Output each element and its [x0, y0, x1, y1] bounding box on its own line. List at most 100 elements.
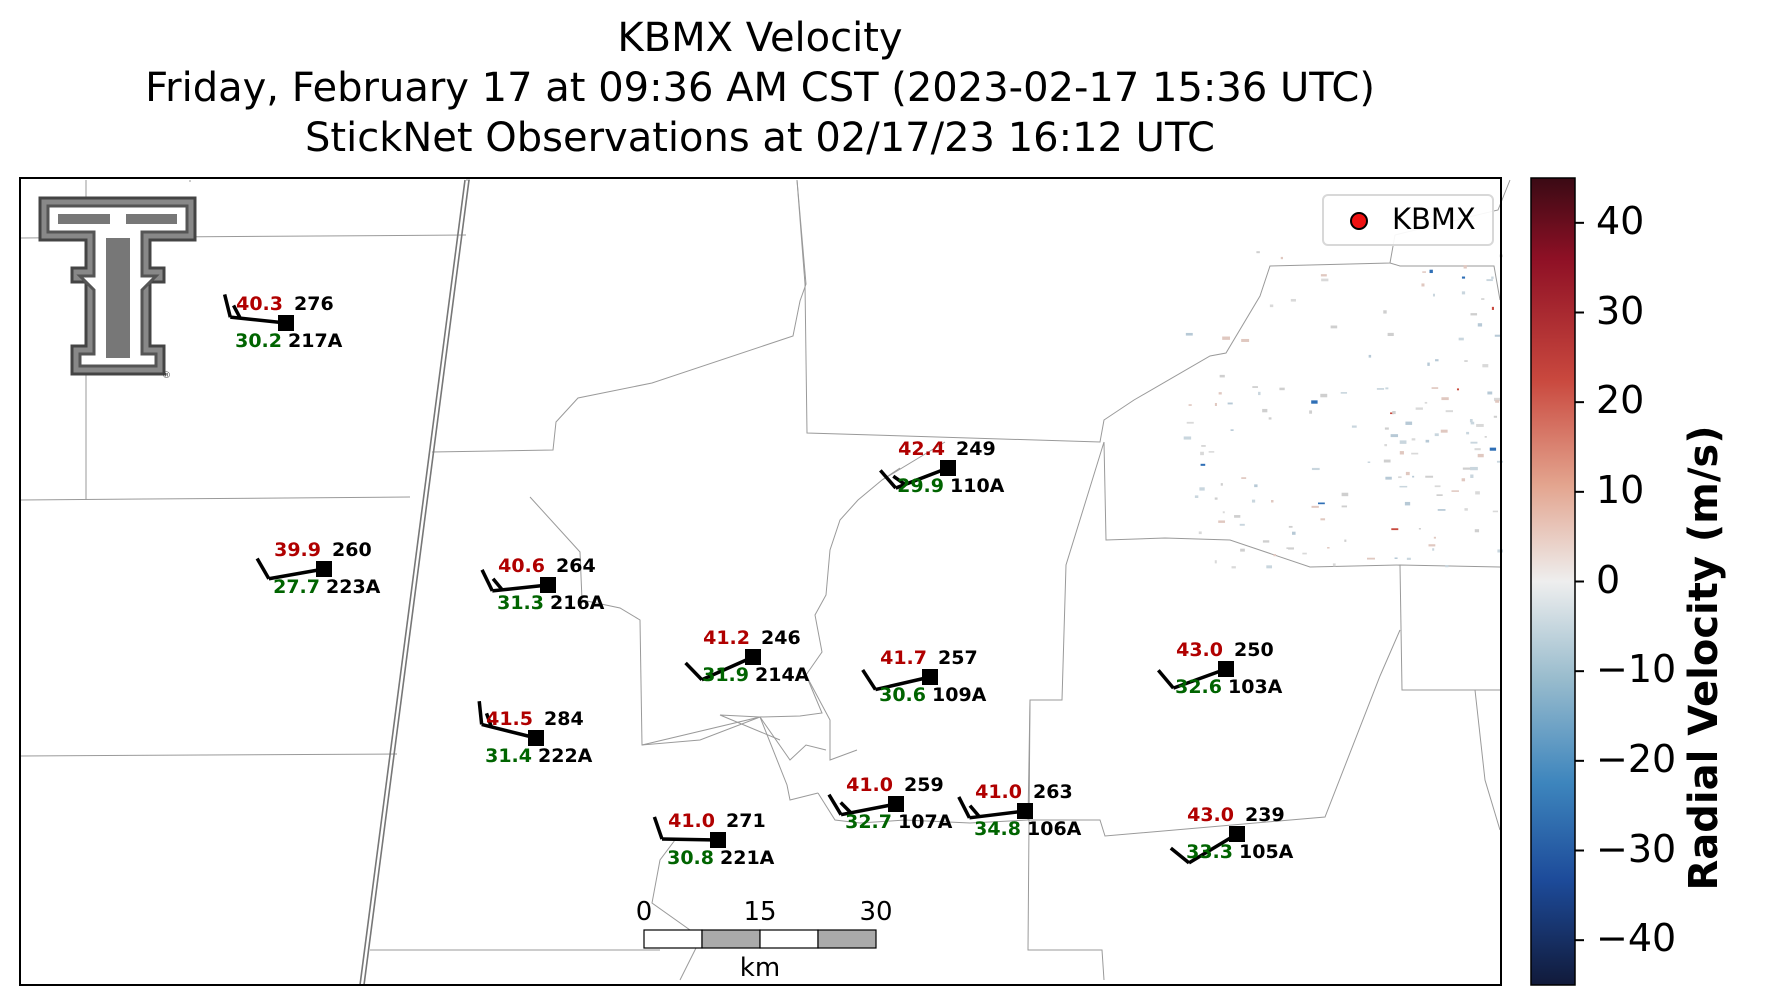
wind-barb-staff: [701, 655, 754, 682]
radar-echo-pixel: [1411, 452, 1419, 455]
radar-echo-pixel: [1231, 566, 1236, 569]
temperature-value: 30.6: [879, 684, 926, 706]
radar-echo-pixel: [1268, 417, 1272, 420]
radar-echo-pixel: [1456, 388, 1460, 391]
radar-echo-pixel: [1470, 441, 1478, 444]
station-id: 106A: [1027, 818, 1082, 840]
wind-direction: 264: [556, 555, 596, 577]
radar-echo-pixel: [1405, 471, 1410, 476]
radar-echo-pixel: [1292, 531, 1296, 535]
station-id: 222A: [538, 745, 593, 767]
temperature-value: 30.8: [667, 847, 714, 869]
radar-echo-pixel: [1239, 523, 1245, 526]
wind-barb-flag: [477, 700, 484, 725]
radar-echo-pixel: [1461, 276, 1466, 279]
wind-direction: 249: [956, 438, 996, 460]
state-boundary: [359, 179, 470, 986]
radar-echo-pixel: [1411, 438, 1416, 441]
wind-direction: 259: [904, 774, 944, 796]
radar-echo-pixel: [1200, 463, 1206, 466]
station-222A: 41.5 284 31.4 222A: [477, 700, 593, 767]
radar-echo-pixel: [1492, 510, 1499, 513]
radar-echo-pixel: [1482, 364, 1489, 368]
radar-echoes: [1183, 251, 1504, 569]
radar-echo-pixel: [1445, 565, 1449, 568]
station-id: 103A: [1228, 676, 1283, 698]
radar-echo-pixel: [1218, 392, 1222, 395]
radar-echo-pixel: [1367, 557, 1375, 560]
station-marker-icon: [528, 730, 544, 746]
station-id: 217A: [288, 330, 343, 352]
wind-barb-flag: [255, 557, 271, 580]
radar-echo-pixel: [1451, 490, 1459, 492]
radar-echo-pixel: [1330, 325, 1338, 329]
temperature-value: 29.9: [897, 475, 944, 497]
radar-echo-pixel: [1241, 338, 1250, 342]
station-106A: 41.0 263 34.8 106A: [957, 781, 1082, 840]
radar-echo-pixel: [1476, 423, 1484, 427]
radar-echo-pixel: [1201, 445, 1206, 447]
radar-echo-pixel: [1387, 332, 1394, 337]
gust-value: 41.0: [668, 810, 715, 832]
radar-echo-pixel: [1405, 421, 1413, 425]
temperature-value: 32.6: [1175, 676, 1222, 698]
radar-echo-pixel: [1398, 476, 1402, 479]
wind-barb-flag: [827, 793, 843, 816]
radar-echo-pixel: [1280, 256, 1283, 260]
radar-echo-pixel: [1427, 362, 1430, 366]
radar-echo-pixel: [1432, 548, 1435, 551]
temperature-value: 32.7: [845, 811, 892, 833]
radar-echo-pixel: [1424, 401, 1428, 404]
wind-barb-flag: [232, 304, 242, 320]
station-id: 216A: [550, 592, 605, 614]
title-line-3: StickNet Observations at 02/17/23 16:12 …: [305, 115, 1215, 161]
wind-barb-flag: [957, 796, 971, 819]
radar-echo-pixel: [1399, 451, 1404, 455]
radar-echo-pixel: [1271, 500, 1274, 503]
radar-echo-pixel: [1391, 528, 1399, 531]
colorbar-tick-label: −20: [1596, 736, 1677, 781]
radar-echo-pixel: [1421, 283, 1425, 287]
radar-echo-pixel: [1220, 483, 1223, 486]
colorbar-tick-label: 0: [1596, 557, 1621, 602]
scale-tick-0: 0: [636, 897, 653, 927]
radar-echo-pixel: [1185, 332, 1193, 336]
radar-echo-pixel: [1340, 392, 1348, 394]
wind-barb-staff: [268, 567, 325, 581]
radar-echo-pixel: [1484, 436, 1487, 438]
radar-echo-pixel: [1470, 474, 1474, 478]
radar-echo-pixel: [1320, 393, 1328, 398]
radar-echo-pixel: [1470, 313, 1478, 316]
radar-echo-pixel: [1435, 359, 1439, 362]
gust-value: 43.0: [1187, 804, 1234, 826]
wind-barb-flag: [892, 474, 907, 486]
radar-echo-pixel: [1311, 467, 1320, 471]
radar-echo-pixel: [1429, 269, 1433, 274]
radar-echo-pixel: [1200, 451, 1204, 456]
radar-echo-pixel: [1341, 505, 1348, 508]
wind-barb-flag: [652, 816, 664, 840]
map-frame: [19, 177, 1502, 986]
colorbar-tick-label: 30: [1596, 288, 1645, 333]
wind-barb-flag: [861, 669, 877, 691]
radar-echo-pixel: [1311, 400, 1318, 404]
colorbar-tick-label: 20: [1596, 378, 1645, 423]
radar-echo-pixel: [1390, 434, 1399, 438]
radar-echo-pixel: [1262, 408, 1268, 413]
radar-echo-pixel: [1376, 388, 1385, 390]
gust-value: 39.9: [274, 539, 321, 561]
wind-barb-staff: [661, 837, 719, 842]
radar-echo-pixel: [1286, 547, 1295, 549]
stations-layer: 40.3 276 30.2 217A 39.9 260 27.7 223A 40.6 264 31.…: [222, 293, 1294, 869]
radar-echo-pixel: [1474, 448, 1481, 451]
colorbar-gradient: [1530, 177, 1576, 986]
radar-site-marker-icon: [1350, 212, 1368, 230]
radar-echo-pixel: [1222, 511, 1225, 514]
radar-echo-pixel: [1422, 271, 1426, 273]
temperature-value: 34.8: [974, 818, 1021, 840]
wind-barb-staff: [1188, 832, 1238, 865]
station-marker-icon: [278, 315, 294, 331]
wind-barb-flag: [491, 577, 504, 591]
radar-echo-pixel: [1458, 337, 1464, 341]
radar-echo-pixel: [1493, 415, 1498, 418]
